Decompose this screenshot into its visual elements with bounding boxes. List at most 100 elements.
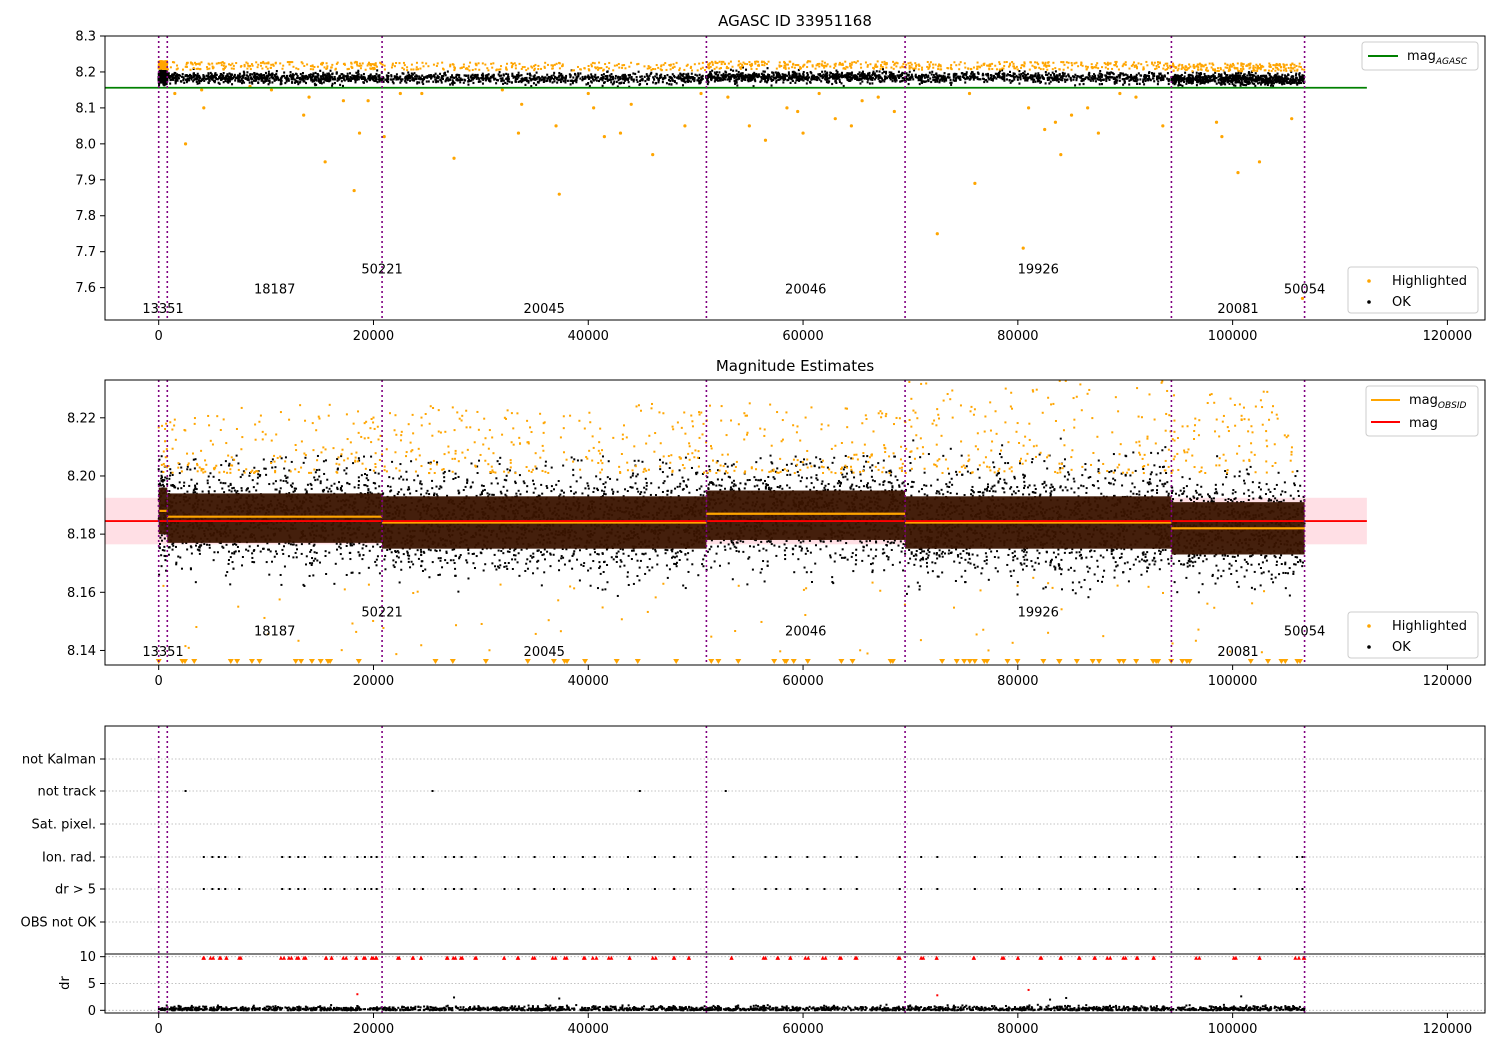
- highlighted-point: [621, 64, 624, 67]
- ok-point: [1254, 79, 1257, 82]
- highlighted-point: [624, 67, 627, 70]
- ok-point: [1269, 84, 1272, 87]
- ok-point: [188, 76, 191, 80]
- ok-point: [798, 79, 801, 82]
- ok-point: [628, 76, 631, 79]
- ok-point: [1266, 78, 1269, 81]
- ok-point: [1123, 80, 1126, 83]
- ok-point: [1039, 76, 1042, 79]
- ok-point: [1082, 78, 1085, 81]
- ok-point: [1021, 74, 1024, 78]
- ok-point: [369, 78, 372, 82]
- ok-point: [983, 80, 986, 84]
- ok-point: [1105, 74, 1108, 78]
- ok-point: [816, 77, 819, 80]
- ok-point: [174, 75, 177, 79]
- ok-point: [1246, 74, 1249, 77]
- ok-point: [1027, 76, 1030, 79]
- ok-point: [1152, 74, 1155, 78]
- ok-point: [1091, 77, 1094, 81]
- ok-point: [515, 75, 518, 78]
- highlighted-point: [1115, 60, 1118, 63]
- ok-point: [778, 76, 781, 79]
- ok-point: [1290, 81, 1293, 85]
- ok-point: [1006, 73, 1009, 76]
- ok-point: [239, 80, 242, 83]
- ok-point: [412, 77, 415, 80]
- ok-point: [771, 78, 774, 81]
- ok-point: [730, 74, 733, 77]
- ok-point: [470, 74, 473, 77]
- ok-point: [776, 73, 779, 76]
- ok-point: [1167, 78, 1170, 82]
- ok-point: [769, 76, 772, 79]
- ok-point: [649, 72, 652, 76]
- highlighted-point: [834, 64, 837, 67]
- highlighted-point: [946, 66, 949, 69]
- ok-point: [818, 73, 821, 77]
- ok-point: [770, 75, 773, 78]
- ok-point: [709, 70, 712, 74]
- ok-point: [798, 75, 801, 78]
- ok-point: [1002, 77, 1005, 80]
- ok-point: [1057, 78, 1060, 81]
- ok-point: [1160, 76, 1163, 79]
- ok-point: [595, 79, 598, 82]
- ok-point: [857, 73, 860, 76]
- ok-point: [736, 84, 739, 87]
- ok-point: [229, 73, 232, 76]
- ok-point: [1280, 77, 1283, 80]
- ok-point: [1257, 82, 1260, 85]
- ok-point: [659, 74, 662, 77]
- ok-point: [298, 81, 301, 84]
- highlighted-point: [616, 64, 619, 67]
- ok-point: [1290, 70, 1293, 73]
- ok-point: [1247, 82, 1250, 85]
- highlighted-point: [1005, 61, 1008, 64]
- ok-point: [969, 77, 972, 80]
- highlighted-point: [980, 64, 983, 67]
- highlighted-point: [1106, 61, 1109, 64]
- highlighted-point: [972, 66, 975, 69]
- ok-point: [928, 71, 931, 74]
- ok-point: [579, 77, 582, 80]
- highlighted-point: [623, 64, 626, 67]
- ok-point: [779, 78, 782, 81]
- ok-point: [835, 76, 838, 80]
- ok-point: [229, 77, 232, 80]
- highlighted-point: [1252, 67, 1255, 70]
- ok-point: [1084, 77, 1087, 80]
- ok-point: [602, 76, 605, 79]
- ok-point: [1019, 78, 1022, 81]
- highlighted-point: [1044, 64, 1047, 67]
- ok-point: [771, 71, 774, 74]
- ok-point: [299, 77, 302, 80]
- ok-point: [305, 81, 308, 85]
- highlighted-point: [959, 61, 962, 64]
- ok-point: [504, 81, 507, 85]
- ok-point: [1179, 76, 1182, 79]
- ok-point: [599, 78, 602, 81]
- ok-point: [508, 80, 511, 83]
- ok-point: [1295, 82, 1298, 85]
- ok-point: [197, 79, 200, 82]
- ok-point: [754, 73, 757, 76]
- ok-point: [725, 71, 728, 74]
- ok-point: [349, 72, 352, 75]
- ok-point: [629, 73, 632, 77]
- ok-point: [901, 79, 904, 82]
- ok-point: [1018, 70, 1021, 73]
- highlighted-point: [938, 63, 941, 66]
- ok-point: [1251, 79, 1254, 82]
- ok-point: [934, 80, 937, 83]
- ok-point: [710, 77, 713, 80]
- ok-point: [927, 78, 930, 81]
- ok-point: [811, 77, 814, 81]
- ok-point: [848, 75, 851, 79]
- ok-point: [908, 76, 911, 79]
- ok-point: [279, 77, 282, 80]
- ok-point: [526, 79, 529, 83]
- ok-point: [574, 73, 577, 76]
- ok-point: [1048, 82, 1051, 85]
- ok-point: [698, 76, 701, 79]
